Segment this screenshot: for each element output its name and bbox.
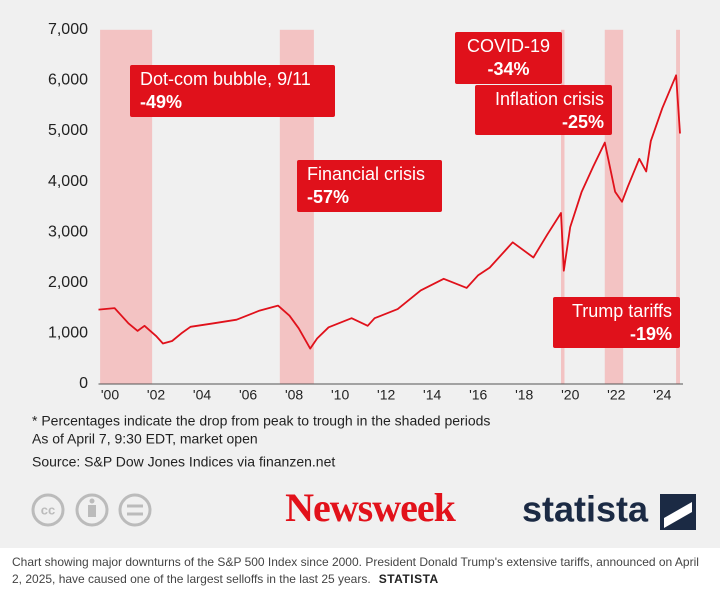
annotation-title: Dot-com bubble, 9/11 — [140, 69, 311, 89]
y-tick-label: 3,000 — [48, 223, 88, 240]
chart: cc Newsweek statista 0 1,000 2,000 3,000 4,0… — [31, 21, 696, 530]
x-tick-label: '10 — [331, 387, 349, 403]
annotation-box — [297, 160, 442, 212]
annotation-drop: -49% — [140, 92, 182, 112]
shaded-period — [676, 29, 681, 385]
annotation-drop: -57% — [307, 187, 349, 207]
annotation: COVID-19 -34% — [455, 32, 562, 84]
y-tick-label: 2,000 — [48, 274, 88, 291]
index-line — [98, 74, 681, 350]
x-tick-label: '22 — [607, 387, 625, 403]
annotation-box — [475, 85, 612, 135]
y-tick-label: 0 — [79, 375, 88, 392]
annotation-box — [130, 65, 335, 117]
annotation: Trump tariffs -19% — [553, 297, 680, 348]
annotation: Financial crisis -57% — [297, 160, 442, 212]
chart-panel: cc Newsweek statista 0 1,000 2,000 3,000 4,0… — [0, 0, 720, 548]
footnote: As of April 7, 9:30 EDT, market open — [32, 431, 258, 447]
x-tick-label: '00 — [101, 387, 119, 403]
x-tick-label: '24 — [653, 387, 671, 403]
annotation-box — [553, 297, 680, 348]
y-tick-label: 1,000 — [48, 325, 88, 342]
x-tick-label: '20 — [561, 387, 579, 403]
license-icons: cc — [31, 493, 152, 527]
statista-logo: statista — [522, 489, 649, 530]
x-tick-label: '18 — [515, 387, 533, 403]
y-tick-label: 5,000 — [48, 122, 88, 139]
x-tick-label: '06 — [239, 387, 257, 403]
footnote: Source: S&P Dow Jones Indices via finanz… — [32, 454, 335, 470]
annotation-title: COVID-19 — [467, 36, 550, 56]
newsweek-logo: Newsweek — [285, 485, 456, 530]
x-tick-label: '12 — [377, 387, 395, 403]
y-tick-label: 6,000 — [48, 72, 88, 89]
caption-text: Chart showing major downturns of the S&P… — [12, 555, 699, 586]
x-tick-label: '14 — [423, 387, 441, 403]
annotation-title: Financial crisis — [307, 164, 425, 184]
annotation-box — [455, 32, 562, 84]
annotation-drop: -19% — [630, 324, 672, 344]
annotation-drop: -34% — [487, 59, 529, 79]
y-tick-label: 4,000 — [48, 173, 88, 190]
caption-credit: STATISTA — [378, 572, 439, 586]
annotation: Inflation crisis -25% — [475, 85, 612, 135]
x-tick-label: '02 — [147, 387, 165, 403]
footnote: * Percentages indicate the drop from pea… — [32, 413, 490, 429]
statista-mark — [660, 494, 696, 530]
x-tick-label: '04 — [193, 387, 211, 403]
x-tick-label: '08 — [285, 387, 303, 403]
shaded-period — [561, 29, 565, 385]
annotation-drop: -25% — [562, 112, 604, 132]
caption: Chart showing major downturns of the S&P… — [12, 554, 712, 588]
x-tick-label: '16 — [469, 387, 487, 403]
annotation-title: Inflation crisis — [495, 89, 604, 109]
y-tick-label: 7,000 — [48, 21, 88, 38]
annotation-title: Trump tariffs — [572, 301, 672, 321]
svg-text:cc: cc — [41, 502, 55, 517]
annotation: Dot-com bubble, 9/11 -49% — [130, 65, 335, 117]
